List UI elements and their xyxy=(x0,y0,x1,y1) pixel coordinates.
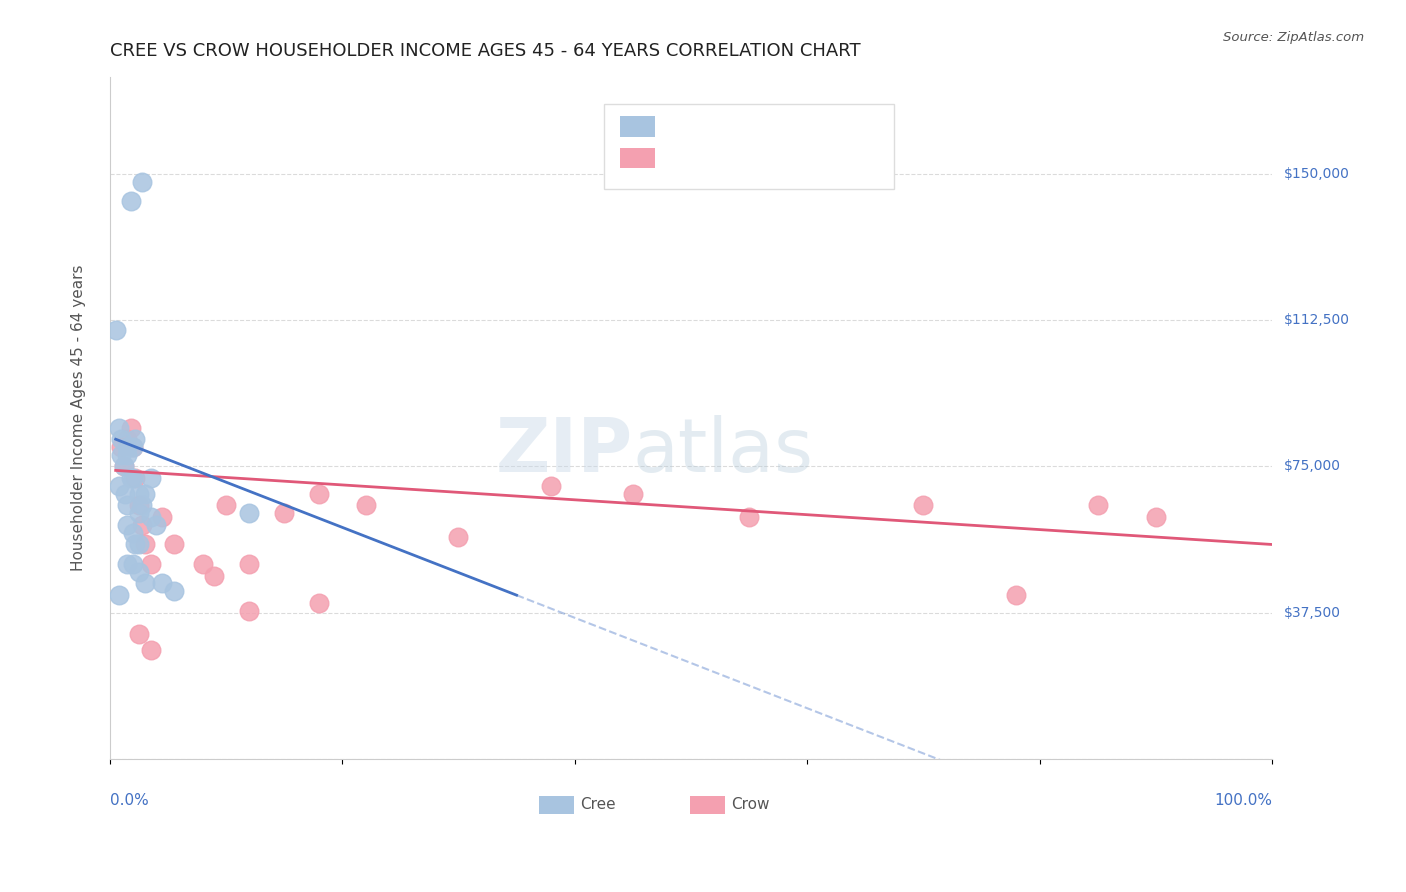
Text: Source: ZipAtlas.com: Source: ZipAtlas.com xyxy=(1223,31,1364,45)
Text: $150,000: $150,000 xyxy=(1284,167,1350,181)
Text: $75,000: $75,000 xyxy=(1284,459,1340,474)
Point xyxy=(128,499,150,513)
Point xyxy=(738,510,761,524)
Point xyxy=(308,596,330,610)
Point xyxy=(134,487,156,501)
Point xyxy=(150,576,173,591)
Point xyxy=(108,420,131,434)
Point xyxy=(122,440,145,454)
Point xyxy=(122,440,145,454)
Point xyxy=(447,530,470,544)
Point xyxy=(117,518,139,533)
Point xyxy=(621,487,644,501)
Text: 0.0%: 0.0% xyxy=(110,793,149,808)
Point xyxy=(122,471,145,485)
Text: Cree: Cree xyxy=(581,797,616,812)
Point xyxy=(139,557,162,571)
Point xyxy=(215,499,238,513)
FancyBboxPatch shape xyxy=(538,796,574,814)
Point xyxy=(120,420,142,434)
Text: CREE VS CROW HOUSEHOLDER INCOME AGES 45 - 64 YEARS CORRELATION CHART: CREE VS CROW HOUSEHOLDER INCOME AGES 45 … xyxy=(110,42,860,60)
Point xyxy=(134,576,156,591)
FancyBboxPatch shape xyxy=(690,796,724,814)
Point xyxy=(128,506,150,520)
Point xyxy=(204,568,226,582)
Point xyxy=(124,537,146,551)
Point xyxy=(128,565,150,579)
Point xyxy=(308,487,330,501)
Point xyxy=(191,557,214,571)
Point xyxy=(131,518,153,533)
Point xyxy=(1005,588,1028,602)
Text: N = 35: N = 35 xyxy=(772,119,830,134)
Point xyxy=(139,642,162,657)
Text: $37,500: $37,500 xyxy=(1284,606,1340,620)
Point xyxy=(150,510,173,524)
Text: R = -0.323: R = -0.323 xyxy=(662,119,744,134)
Point xyxy=(117,440,139,454)
Point xyxy=(273,506,295,520)
Point xyxy=(238,506,260,520)
Point xyxy=(108,479,131,493)
Point xyxy=(114,487,136,501)
Point xyxy=(112,459,135,474)
Point xyxy=(117,557,139,571)
Point xyxy=(128,537,150,551)
Point xyxy=(139,510,162,524)
FancyBboxPatch shape xyxy=(620,116,655,136)
Point xyxy=(163,584,186,599)
Point xyxy=(131,175,153,189)
Point xyxy=(110,440,132,454)
Point xyxy=(117,499,139,513)
Point xyxy=(238,604,260,618)
Text: 100.0%: 100.0% xyxy=(1213,793,1272,808)
Point xyxy=(131,499,153,513)
FancyBboxPatch shape xyxy=(603,103,894,189)
Point xyxy=(112,459,135,474)
Point xyxy=(120,471,142,485)
Point xyxy=(163,537,186,551)
Point xyxy=(117,432,139,446)
Point xyxy=(104,323,127,337)
Point xyxy=(354,499,377,513)
Point xyxy=(238,557,260,571)
Point xyxy=(1087,499,1109,513)
Point xyxy=(124,432,146,446)
Point xyxy=(145,518,167,533)
Point xyxy=(110,432,132,446)
Point xyxy=(110,448,132,462)
Point xyxy=(122,557,145,571)
Point xyxy=(124,471,146,485)
Point xyxy=(117,448,139,462)
Text: $112,500: $112,500 xyxy=(1284,313,1350,327)
Text: atlas: atlas xyxy=(633,416,814,489)
Text: R = -0.325: R = -0.325 xyxy=(662,150,744,165)
Y-axis label: Householder Income Ages 45 - 64 years: Householder Income Ages 45 - 64 years xyxy=(72,265,86,571)
Point xyxy=(108,588,131,602)
Point xyxy=(134,537,156,551)
Text: Crow: Crow xyxy=(731,797,770,812)
FancyBboxPatch shape xyxy=(620,147,655,168)
Point xyxy=(1144,510,1167,524)
Point xyxy=(139,471,162,485)
Text: ZIP: ZIP xyxy=(495,416,633,489)
Point xyxy=(122,525,145,540)
Point xyxy=(912,499,935,513)
Point xyxy=(540,479,562,493)
Point xyxy=(120,194,142,209)
Point xyxy=(128,627,150,641)
Text: N = 31: N = 31 xyxy=(772,150,830,165)
Point xyxy=(128,487,150,501)
